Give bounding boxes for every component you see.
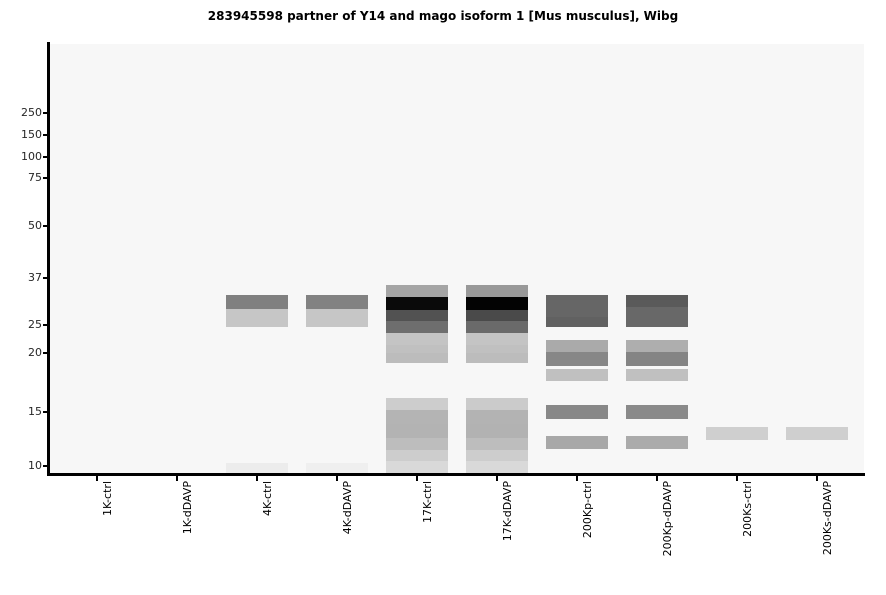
x-tick-mark-0 <box>96 476 98 481</box>
x-tick-mark-6 <box>576 476 578 481</box>
gel-band <box>226 309 288 327</box>
gel-band <box>466 410 528 424</box>
y-tick-label-150: 150 <box>21 128 42 141</box>
x-tick-mark-8 <box>736 476 738 481</box>
y-tick-mark-15 <box>43 411 48 413</box>
x-tick-mark-1 <box>176 476 178 481</box>
gel-band <box>626 405 688 419</box>
gel-band <box>466 424 528 438</box>
gel-band <box>706 427 768 440</box>
gel-band <box>386 285 448 297</box>
gel-plot-area <box>50 44 864 474</box>
gel-band <box>386 297 448 310</box>
y-tick-mark-50 <box>43 225 48 227</box>
gel-band <box>466 461 528 473</box>
x-tick-label-1k-ctrl: 1K-ctrl <box>101 481 114 516</box>
y-tick-mark-150 <box>43 134 48 136</box>
gel-band <box>466 285 528 297</box>
y-tick-label-50: 50 <box>28 219 42 232</box>
y-tick-mark-20 <box>43 352 48 354</box>
x-tick-label-200ks-ddavp: 200Ks-dDAVP <box>821 481 834 556</box>
gel-band <box>386 438 448 450</box>
gel-band <box>546 369 608 381</box>
gel-band <box>466 321 528 333</box>
gel-band <box>226 463 288 473</box>
gel-band <box>546 317 608 327</box>
x-tick-label-200kp-ctrl: 200Kp-ctrl <box>581 481 594 539</box>
y-tick-mark-100 <box>43 156 48 158</box>
gel-band <box>386 321 448 333</box>
gel-band <box>546 436 608 449</box>
y-axis-tick-labels: 250 150 100 75 50 37 25 20 15 10 <box>0 0 42 595</box>
y-tick-mark-25 <box>43 324 48 326</box>
gel-band <box>466 310 528 321</box>
y-tick-mark-250 <box>43 112 48 114</box>
gel-band <box>466 345 528 353</box>
x-tick-label-17k-ctrl: 17K-ctrl <box>421 481 434 523</box>
gel-band <box>386 345 448 353</box>
gel-band <box>386 461 448 473</box>
gel-band <box>466 398 528 410</box>
y-axis-spine <box>47 42 50 476</box>
x-tick-label-200ks-ctrl: 200Ks-ctrl <box>741 481 754 537</box>
x-tick-mark-9 <box>816 476 818 481</box>
x-tick-label-200kp-ddavp: 200Kp-dDAVP <box>661 481 674 557</box>
gel-band <box>466 297 528 310</box>
gel-band <box>626 369 688 381</box>
gel-band <box>386 398 448 410</box>
gel-band <box>386 424 448 438</box>
x-tick-label-1k-ddavp: 1K-dDAVP <box>181 481 194 535</box>
y-tick-label-20: 20 <box>28 346 42 359</box>
y-tick-label-15: 15 <box>28 405 42 418</box>
gel-band <box>546 352 608 366</box>
gel-band <box>386 333 448 345</box>
y-tick-mark-10 <box>43 465 48 467</box>
y-tick-label-100: 100 <box>21 150 42 163</box>
gel-band <box>626 307 688 327</box>
gel-band <box>226 295 288 309</box>
y-tick-mark-37 <box>43 277 48 279</box>
y-tick-label-10: 10 <box>28 459 42 472</box>
gel-band <box>306 309 368 327</box>
x-tick-mark-7 <box>656 476 658 481</box>
gel-band <box>626 295 688 307</box>
x-tick-label-4k-ctrl: 4K-ctrl <box>261 481 274 516</box>
gel-band <box>546 405 608 419</box>
x-tick-mark-3 <box>336 476 338 481</box>
gel-band <box>306 295 368 309</box>
gel-band <box>626 352 688 366</box>
y-tick-label-25: 25 <box>28 318 42 331</box>
gel-band <box>386 310 448 321</box>
gel-band <box>466 450 528 461</box>
y-tick-mark-75 <box>43 177 48 179</box>
gel-band <box>466 333 528 345</box>
x-tick-mark-5 <box>496 476 498 481</box>
gel-band <box>626 436 688 449</box>
gel-band <box>626 340 688 352</box>
gel-band <box>386 353 448 363</box>
gel-band <box>386 410 448 424</box>
gel-band <box>466 438 528 450</box>
x-tick-label-17k-ddavp: 17K-dDAVP <box>501 481 514 542</box>
x-tick-mark-2 <box>256 476 258 481</box>
y-tick-label-75: 75 <box>28 171 42 184</box>
page-title: 283945598 partner of Y14 and mago isofor… <box>207 9 679 23</box>
gel-band <box>786 427 848 440</box>
gel-band <box>386 450 448 461</box>
gel-band <box>546 340 608 352</box>
x-tick-label-4k-ddavp: 4K-dDAVP <box>341 481 354 535</box>
y-tick-label-37: 37 <box>28 271 42 284</box>
gel-band <box>466 353 528 363</box>
x-tick-mark-4 <box>416 476 418 481</box>
x-axis-spine <box>47 473 865 476</box>
gel-band <box>306 463 368 473</box>
gel-band <box>546 295 608 317</box>
y-tick-label-250: 250 <box>21 106 42 119</box>
